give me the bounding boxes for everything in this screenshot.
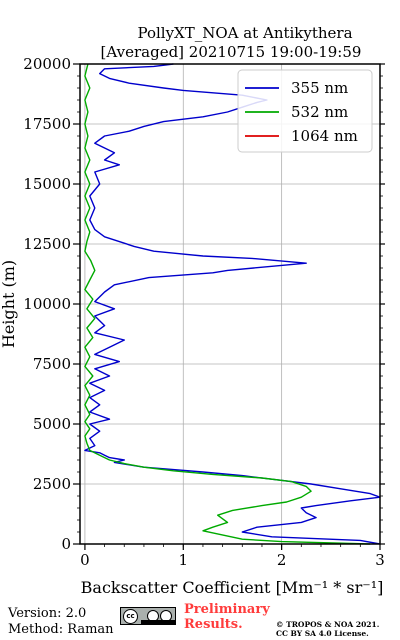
legend: 355 nm 532 nm 1064 nm bbox=[237, 69, 373, 153]
license-bar bbox=[141, 620, 175, 624]
license-text: CC BY SA 4.0 License. bbox=[276, 629, 369, 638]
x-axis-ticks: 0 1 2 3 bbox=[80, 544, 385, 569]
method-text: Method: Raman bbox=[8, 622, 114, 637]
series-line-532-nm bbox=[84, 63, 371, 545]
preliminary-notice-results: Results. bbox=[184, 617, 243, 632]
x-tick-label: 1 bbox=[179, 551, 189, 569]
version-text: Version: 2.0 bbox=[8, 606, 87, 621]
y-axis-label: Height (m) bbox=[0, 260, 18, 348]
series-lines bbox=[84, 63, 381, 545]
legend-label: 532 nm bbox=[291, 103, 348, 121]
preliminary-notice: Preliminary bbox=[184, 602, 270, 617]
y-tick-label: 12500 bbox=[23, 235, 71, 253]
x-tick-label: 3 bbox=[375, 551, 385, 569]
y-tick-label: 20000 bbox=[23, 55, 71, 73]
y-tick-label: 15000 bbox=[23, 175, 71, 193]
y-tick-label: 5000 bbox=[33, 415, 71, 433]
legend-label: 355 nm bbox=[291, 79, 348, 97]
x-tick-label: 0 bbox=[80, 551, 90, 569]
cc-icon: cc bbox=[123, 609, 138, 624]
cc-license-badge: cc bbox=[120, 607, 176, 625]
y-tick-label: 17500 bbox=[23, 115, 71, 133]
y-axis-ticks: 0 2500 5000 7500 10000 12500 15000 17500 20000 bbox=[23, 55, 385, 553]
x-axis-label: Backscatter Coefficient [Mm⁻¹ * sr⁻¹] bbox=[81, 578, 384, 597]
chart-title-line2: [Averaged] 20210715 19:00-19:59 bbox=[101, 43, 362, 61]
legend-label: 1064 nm bbox=[291, 127, 358, 145]
x-tick-label: 2 bbox=[277, 551, 287, 569]
y-tick-label: 7500 bbox=[33, 355, 71, 373]
y-tick-label: 2500 bbox=[33, 475, 71, 493]
chart-title-line1: PollyXT_NOA at Antikythera bbox=[137, 24, 352, 42]
copyright-text: © TROPOS & NOA 2021. bbox=[276, 620, 380, 629]
y-tick-label: 10000 bbox=[23, 295, 71, 313]
backscatter-profile-chart: PollyXT_NOA at Antikythera [Averaged] 20… bbox=[0, 24, 385, 597]
y-tick-label: 0 bbox=[61, 535, 71, 553]
